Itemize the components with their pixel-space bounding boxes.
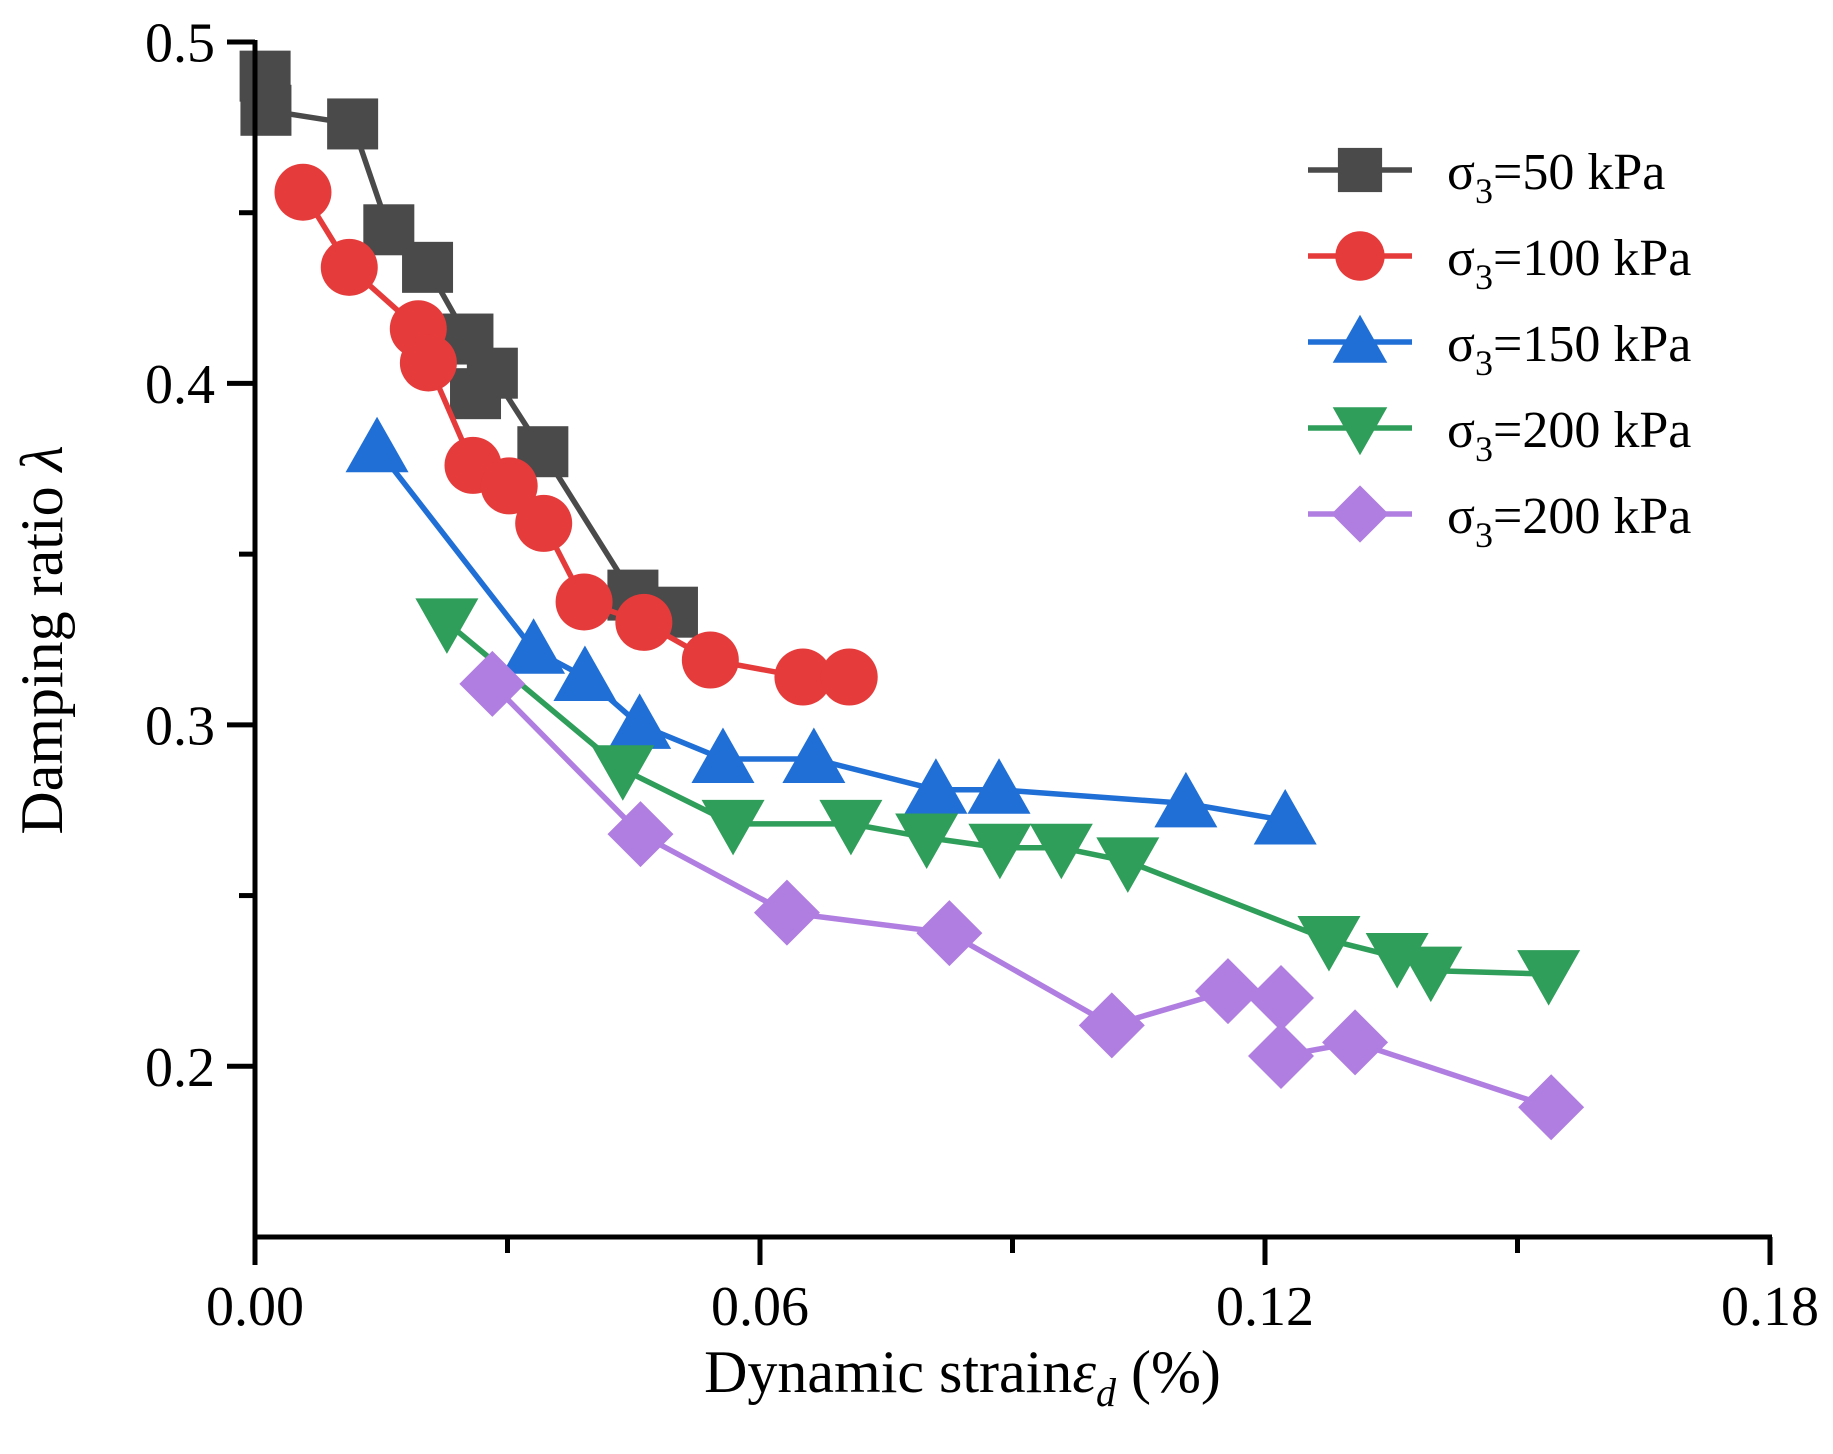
series-5-point-5 — [1078, 992, 1145, 1059]
series-2-point-11 — [774, 648, 832, 706]
legend-marker-3 — [1332, 314, 1388, 363]
series-5-point-9 — [1322, 1009, 1389, 1076]
series-2-point-7 — [515, 494, 573, 552]
series-3-point-7 — [904, 758, 968, 814]
series-5-point-3 — [753, 879, 820, 946]
series-5-point-1 — [459, 650, 526, 717]
series-5-point-4 — [916, 900, 983, 967]
y-axis-title: Damping ratio λ — [9, 445, 75, 834]
series-3-point-6 — [782, 727, 846, 783]
series-5 — [459, 650, 1585, 1141]
series-3 — [345, 416, 1317, 845]
series-3-point-10 — [1253, 788, 1317, 845]
series-3-point-3 — [553, 645, 617, 702]
series-1-point-8 — [466, 347, 518, 399]
series-2-point-10 — [681, 631, 739, 689]
x-tick-label-1: 0.00 — [206, 1276, 304, 1338]
legend: σ3=50 kPa σ3=100 kPa σ3=150 kPa σ3=200 kPa σ… — [1308, 144, 1691, 555]
x-axis-title: Dynamic strainεd (%) — [704, 1339, 1221, 1415]
series-2 — [274, 163, 878, 706]
y-tick-label-3: 0.4 — [145, 354, 215, 416]
series-5-line — [490, 681, 1553, 1110]
axes: 0.2 0.3 0.4 0.5 0.00 0.06 0.12 0.18 Dynamic stra… — [9, 13, 1819, 1415]
series-2-point-8 — [555, 573, 613, 631]
series-2-point-12 — [820, 648, 878, 706]
series-1 — [239, 50, 698, 638]
series-5-point-6 — [1194, 958, 1261, 1025]
series-4-point-5 — [895, 813, 959, 870]
legend-item-2: σ3=100 kPa — [1308, 230, 1691, 297]
x-tick-label-3: 0.12 — [1216, 1276, 1314, 1338]
plot-area — [239, 50, 1585, 1141]
series-1-point-2 — [240, 84, 292, 136]
series-4-point-2 — [591, 745, 655, 801]
series-3-point-9 — [1154, 771, 1218, 828]
legend-item-5: σ3=200 kPa — [1308, 485, 1691, 555]
legend-item-1: σ3=50 kPa — [1308, 144, 1665, 211]
series-4-point-8 — [1096, 837, 1160, 893]
series-5-point-8 — [1247, 1023, 1314, 1090]
y-tick-label-4: 0.5 — [145, 13, 215, 75]
legend-label-1: σ3=50 kPa — [1447, 144, 1665, 211]
y-tick-label-1: 0.2 — [145, 1037, 215, 1099]
series-4-point-7 — [1029, 823, 1093, 880]
series-4-point-6 — [968, 823, 1032, 880]
legend-item-4: σ3=200 kPa — [1308, 402, 1691, 469]
series-3-point-2 — [502, 618, 566, 674]
series-2-point-4 — [399, 334, 457, 392]
series-1-point-5 — [402, 241, 454, 293]
series-3-point-4 — [608, 693, 672, 749]
series-4-point-9 — [1297, 915, 1361, 972]
x-tick-label-4: 0.18 — [1721, 1276, 1819, 1338]
series-2-point-2 — [320, 238, 378, 296]
series-4-point-11 — [1399, 946, 1463, 1003]
series-5-point-7 — [1247, 965, 1314, 1031]
legend-marker-1 — [1337, 147, 1383, 193]
legend-label-3: σ3=150 kPa — [1447, 316, 1691, 383]
legend-item-3: σ3=150 kPa — [1308, 314, 1691, 383]
series-3-point-1 — [345, 416, 409, 473]
series-2-point-1 — [274, 163, 332, 221]
legend-marker-4 — [1332, 407, 1388, 456]
series-3-point-5 — [691, 727, 755, 783]
series-3-point-8 — [967, 758, 1031, 814]
x-tick-label-2: 0.06 — [711, 1276, 809, 1338]
series-4-point-12 — [1517, 950, 1581, 1006]
legend-marker-2 — [1335, 231, 1385, 281]
legend-label-5: σ3=200 kPa — [1447, 488, 1691, 555]
series-4-point-4 — [819, 799, 883, 856]
series-4-point-3 — [701, 799, 765, 856]
series-2-point-6 — [480, 457, 538, 515]
series-1-point-3 — [327, 98, 379, 150]
legend-marker-5 — [1331, 485, 1389, 543]
series-5-point-10 — [1518, 1074, 1585, 1141]
legend-label-4: σ3=200 kPa — [1447, 402, 1691, 469]
series-3-line — [374, 446, 1286, 824]
series-4-point-1 — [415, 598, 479, 654]
y-tick-label-2: 0.3 — [145, 695, 215, 757]
legend-label-2: σ3=100 kPa — [1447, 230, 1691, 297]
series-2-point-9 — [615, 593, 673, 651]
series-4 — [415, 598, 1581, 1006]
series-5-point-2 — [607, 801, 674, 868]
